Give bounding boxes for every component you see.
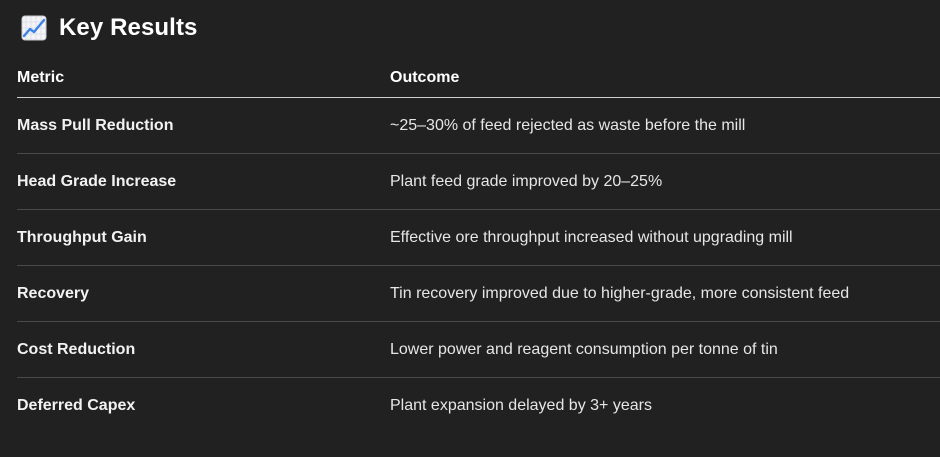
table-row: Deferred Capex Plant expansion delayed b… [17, 378, 940, 434]
table-row: Throughput Gain Effective ore throughput… [17, 209, 940, 266]
outcome-cell: Lower power and reagent consumption per … [390, 321, 940, 378]
section-heading: Key Results [21, 11, 198, 45]
metric-column-header: Metric [17, 59, 390, 98]
table-row: Head Grade Increase Plant feed grade imp… [17, 153, 940, 210]
table-row: Mass Pull Reduction ~25–30% of feed reje… [17, 97, 940, 154]
outcome-column-header: Outcome [390, 59, 940, 98]
section-title: Key Results [59, 14, 198, 41]
metric-cell: Head Grade Increase [17, 153, 390, 210]
metric-cell: Deferred Capex [17, 396, 136, 414]
outcome-cell: Effective ore throughput increased witho… [390, 209, 940, 266]
metric-cell: Cost Reduction [17, 321, 390, 378]
outcome-cell: Tin recovery improved due to higher-grad… [390, 265, 940, 322]
chart-increasing-icon [21, 15, 47, 41]
table-row: Recovery Tin recovery improved due to hi… [17, 265, 940, 322]
table-row: Cost Reduction Lower power and reagent c… [17, 321, 940, 378]
metric-cell: Throughput Gain [17, 209, 390, 266]
metric-cell: Recovery [17, 265, 390, 322]
outcome-cell: Plant feed grade improved by 20–25% [390, 153, 940, 210]
outcome-cell: Plant expansion delayed by 3+ years [390, 396, 652, 414]
table-header-row: Metric Outcome [17, 59, 940, 98]
outcome-cell: ~25–30% of feed rejected as waste before… [390, 97, 940, 154]
metric-cell: Mass Pull Reduction [17, 97, 390, 154]
results-table: Metric Outcome Mass Pull Reduction ~25–3… [17, 59, 940, 433]
